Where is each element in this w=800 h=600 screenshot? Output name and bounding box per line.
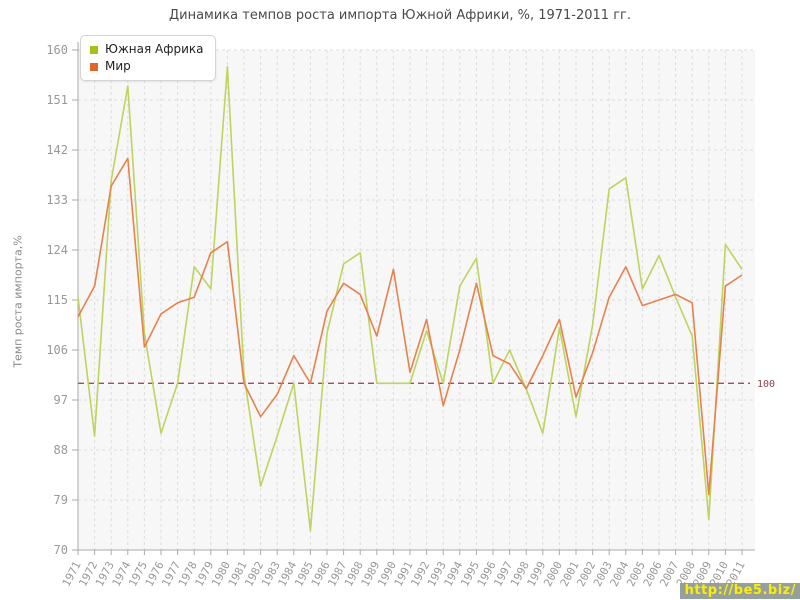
y-tick-label: 133 [46,193,68,207]
watermark-link[interactable]: http://be5.biz/ [679,583,800,599]
reference-line-label: 100 [757,379,775,390]
y-tick-label: 106 [46,343,68,357]
y-tick-label: 124 [46,243,68,257]
y-tick-label: 151 [46,93,68,107]
legend-item-1[interactable]: Мир [90,58,203,75]
y-tick-label: 142 [46,143,68,157]
y-tick-label: 160 [46,43,68,57]
y-tick-label: 79 [54,493,68,507]
y-tick-label: 97 [54,393,68,407]
legend-box: Южная Африка Мир [80,35,217,81]
legend-label: Мир [105,59,131,73]
legend-label: Южная Африка [105,42,204,56]
y-tick-label: 70 [54,543,68,557]
series-line-0 [77,65,743,532]
legend-item-0[interactable]: Южная Африка [90,41,203,58]
chart-title: Динамика темпов роста импорта Южной Афри… [168,8,631,23]
legend-swatch-icon [90,62,98,71]
y-axis-title: Темп роста импорта,% [11,235,25,368]
y-tick-label: 115 [46,293,68,307]
y-tick-label: 88 [54,443,68,457]
series-line-1 [77,157,743,496]
legend-swatch-icon [90,45,98,54]
